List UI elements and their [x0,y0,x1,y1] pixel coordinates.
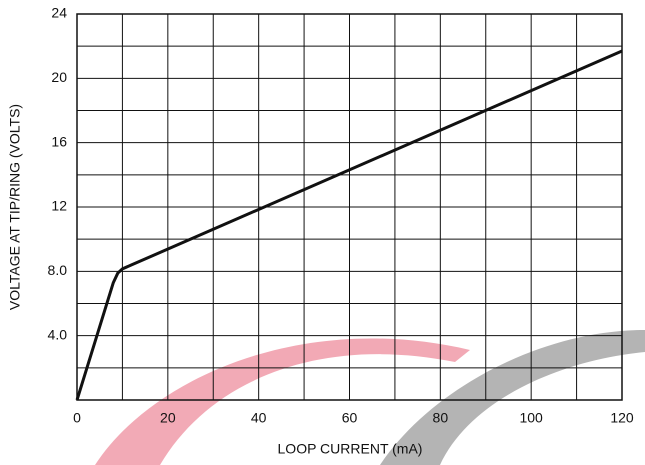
x-tick-label: 60 [342,410,358,426]
watermark [95,330,645,465]
y-tick-label: 4.0 [48,326,68,342]
y-tick-label: 12 [51,198,67,214]
x-tick-label: 20 [160,410,176,426]
y-tick-label: 20 [51,69,67,85]
watermark-swoosh-grey [380,330,645,465]
y-tick-label: 8.0 [48,262,68,278]
x-tick-label: 120 [610,410,634,426]
y-axis-label: VOLTAGE AT TIP/RING (VOLTS) [7,104,23,310]
y-tick-label: 24 [51,5,67,21]
x-axis-label: LOOP CURRENT (mA) [278,441,423,457]
x-tick-label: 0 [73,410,81,426]
data-line [75,49,623,401]
x-tick-label: 40 [251,410,267,426]
y-tick-label: 16 [51,133,67,149]
grid [77,14,622,400]
x-tick-label: 80 [433,410,449,426]
watermark-swoosh-red [95,338,470,465]
plot-frame [76,13,623,401]
x-tick-label: 100 [519,410,543,426]
